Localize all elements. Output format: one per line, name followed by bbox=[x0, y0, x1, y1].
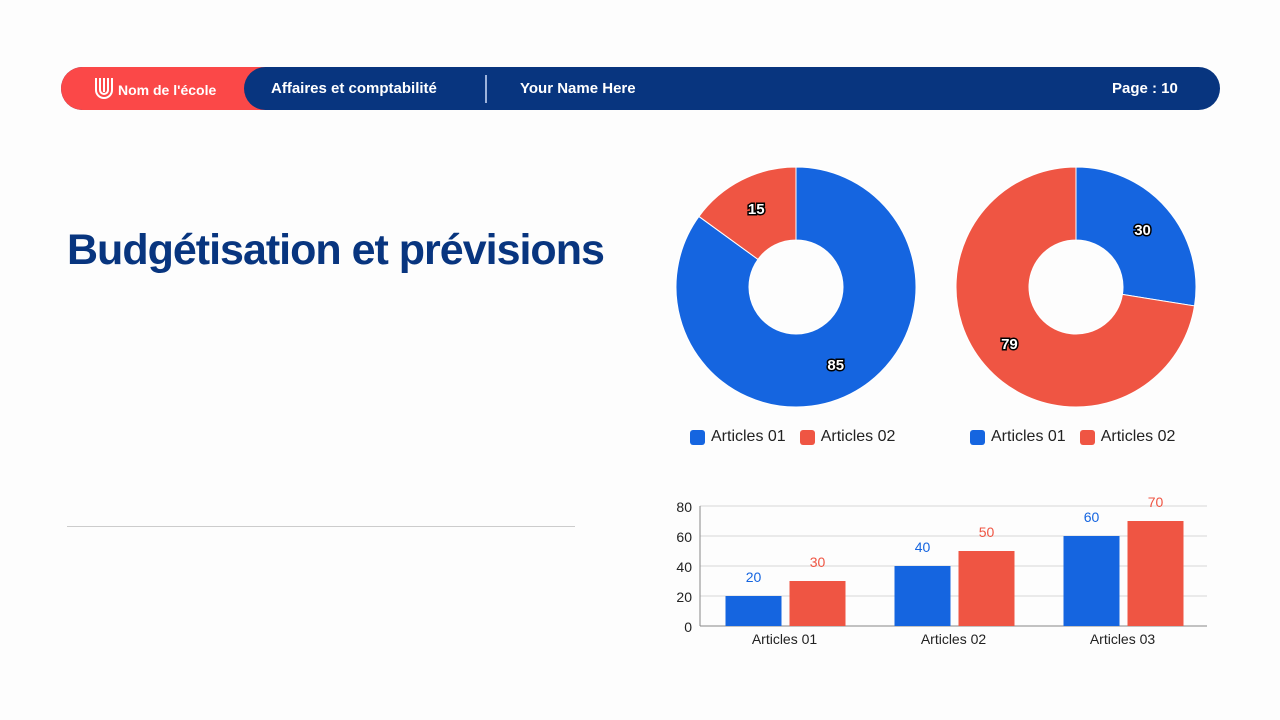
y-tick-label: 40 bbox=[676, 559, 692, 575]
x-tick-label: Articles 03 bbox=[1090, 631, 1156, 647]
y-tick-label: 20 bbox=[676, 589, 692, 605]
bar bbox=[894, 566, 951, 626]
pie-data-label: 15 bbox=[748, 201, 765, 218]
course-name: Affaires et comptabilité bbox=[271, 80, 437, 97]
y-tick-label: 0 bbox=[684, 619, 692, 635]
bar-data-label: 40 bbox=[915, 539, 931, 555]
x-tick-label: Articles 02 bbox=[921, 631, 987, 647]
x-tick-label: Articles 01 bbox=[752, 631, 818, 647]
bar bbox=[725, 596, 782, 626]
legend-label: Articles 02 bbox=[820, 428, 896, 445]
page-title: Budgétisation et prévisions bbox=[67, 226, 605, 274]
bar-data-label: 50 bbox=[979, 524, 995, 540]
legend-label: Articles 01 bbox=[991, 428, 1066, 445]
bar bbox=[1063, 536, 1120, 626]
pie-slice bbox=[698, 166, 797, 261]
pie-slice bbox=[1075, 166, 1197, 307]
pie-data-label: 79 bbox=[1001, 336, 1018, 353]
school-name: Nom de l'école bbox=[118, 82, 217, 98]
author-name: Your Name Here bbox=[520, 80, 636, 97]
legend-label: Articles 02 bbox=[1100, 428, 1176, 445]
pie-slice bbox=[955, 166, 1196, 408]
bar-data-label: 70 bbox=[1148, 494, 1164, 510]
bar bbox=[789, 581, 846, 626]
y-tick-label: 80 bbox=[676, 499, 692, 515]
legend-swatch bbox=[799, 429, 815, 445]
bar bbox=[958, 551, 1015, 626]
bar-data-label: 60 bbox=[1084, 509, 1100, 525]
pie-data-label: 85 bbox=[827, 357, 844, 374]
header-separator bbox=[485, 75, 487, 103]
legend-2: Articles 01 Articles 02 bbox=[970, 428, 1175, 446]
bar bbox=[1127, 521, 1184, 626]
page-number: Page : 10 bbox=[1112, 80, 1178, 97]
legend-swatch bbox=[1079, 429, 1095, 445]
header-divider-shape bbox=[244, 67, 304, 110]
legend-swatch bbox=[690, 429, 705, 445]
y-tick-label: 60 bbox=[676, 529, 692, 545]
pie-slice bbox=[675, 166, 917, 408]
legend-swatch bbox=[970, 429, 985, 445]
legend-label: Articles 01 bbox=[711, 428, 786, 445]
bar-data-label: 20 bbox=[746, 569, 762, 585]
bar-data-label: 30 bbox=[810, 554, 826, 570]
pie-data-label: 30 bbox=[1134, 222, 1151, 239]
body-text-line bbox=[67, 526, 575, 527]
legend-1: Articles 01 Articles 02 bbox=[690, 428, 895, 446]
